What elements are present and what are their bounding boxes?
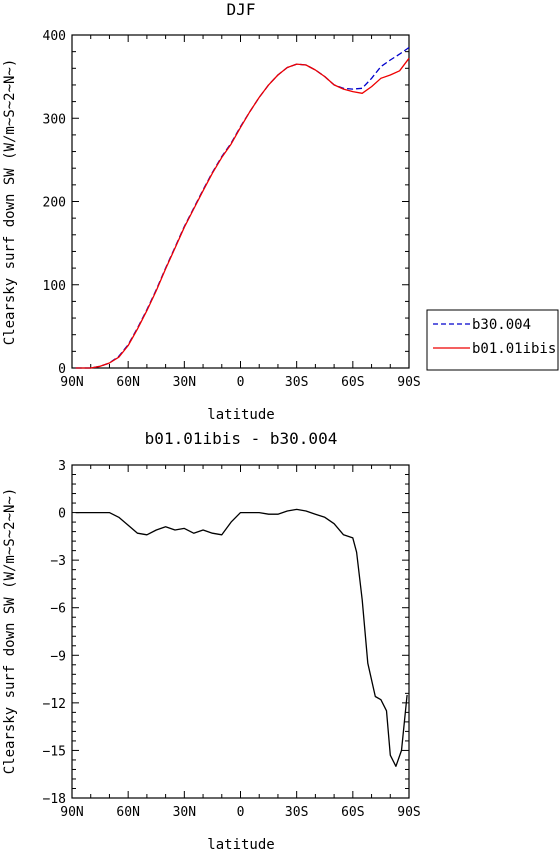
- series-line-1-0: [75, 508, 408, 767]
- y-tick-label: 0: [58, 507, 66, 522]
- x-tick-label: 90S: [397, 805, 420, 820]
- x-tick-label: 0: [237, 805, 245, 820]
- top-chart-title: DJF: [227, 0, 256, 19]
- x-tick-label: 30N: [173, 375, 196, 390]
- y-tick-label: 300: [43, 112, 66, 127]
- legend-label-b30-004: b30.004: [472, 317, 531, 333]
- x-tick-label: 60S: [341, 805, 364, 820]
- y-tick-label: 0: [58, 362, 66, 377]
- x-tick-label: 30N: [173, 805, 196, 820]
- top-panel: DJF latitude Clearsky surf down SW (W/m~…: [2, 0, 559, 423]
- bottom-x-axis-label: latitude: [207, 837, 274, 851]
- legend-box: [426, 309, 559, 371]
- x-tick-label: 0: [237, 375, 245, 390]
- x-tick-label: 60S: [341, 375, 364, 390]
- legend-label-b01-01ibis: b01.01ibis: [472, 341, 556, 357]
- y-tick-label: −9: [50, 649, 66, 664]
- series-line-0-1: [75, 57, 410, 369]
- legend: b30.004 b01.01ibis: [426, 309, 559, 371]
- y-tick-label: −6: [50, 602, 66, 617]
- top-y-axis-label: Clearsky surf down SW (W/m~S~2~N~): [2, 59, 18, 346]
- y-tick-label: −12: [43, 697, 66, 712]
- y-tick-label: −3: [50, 554, 66, 569]
- plot-frame-0: [71, 34, 410, 369]
- bottom-y-axis-label: Clearsky surf down SW (W/m~S~2~N~): [2, 488, 18, 775]
- top-x-axis-label: latitude: [207, 407, 274, 423]
- y-tick-label: −15: [43, 744, 66, 759]
- x-tick-label: 90N: [60, 375, 83, 390]
- y-tick-label: 200: [43, 196, 66, 211]
- x-tick-label: 90S: [397, 375, 420, 390]
- x-tick-label: 60N: [116, 375, 139, 390]
- bottom-panel: b01.01ibis - b30.004 latitude Clearsky s…: [2, 429, 421, 851]
- x-tick-label: 90N: [60, 805, 83, 820]
- x-tick-label: 60N: [116, 805, 139, 820]
- series-line-0-0: [75, 46, 410, 369]
- plot-frame-1: [71, 464, 410, 799]
- x-tick-label: 30S: [285, 805, 308, 820]
- x-tick-label: 30S: [285, 375, 308, 390]
- bottom-chart-title: b01.01ibis - b30.004: [145, 429, 338, 448]
- y-tick-label: 400: [43, 29, 66, 44]
- y-tick-label: 100: [43, 279, 66, 294]
- y-tick-label: 3: [58, 459, 66, 474]
- y-tick-label: −18: [43, 792, 66, 807]
